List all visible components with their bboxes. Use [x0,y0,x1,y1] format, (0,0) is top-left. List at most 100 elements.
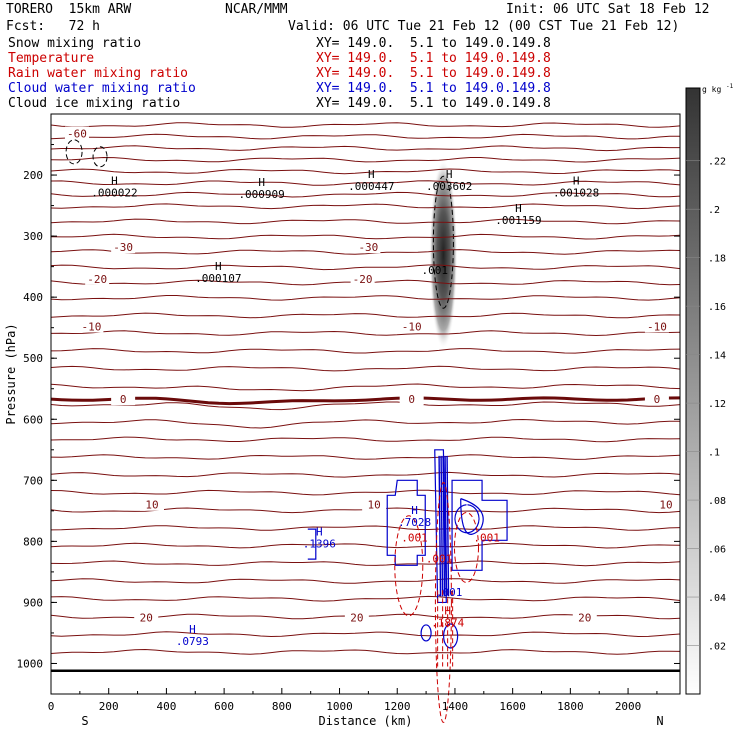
org-label: NCAR/MMM [225,2,288,17]
extremum-marker: H [316,525,323,538]
cloud-water-contour [451,479,508,571]
isotherm-label-bg [572,610,597,624]
extremum-value: .000447 [348,180,394,193]
colorbar-tick-label: .06 [708,545,726,556]
isotherm-line [50,330,681,337]
x-tick-label: 1400 [442,700,469,713]
field-xy: XY= 149.0. 5.1 to 149.0.149.8 [316,66,551,81]
isotherm-line [50,295,681,301]
field-xy: XY= 149.0. 5.1 to 149.0.149.8 [316,51,551,66]
isotherm-line [50,578,681,584]
forecast-hour: Fcst: 72 h [6,19,100,34]
isotherm-label-bg [139,497,164,511]
cloud-water-core [446,455,450,597]
plot-frame [50,113,681,695]
isotherm-line [50,156,681,163]
y-axis-label: Pressure (hPa) [4,323,18,424]
x-tick-label: 600 [214,700,234,713]
cloud-water-core [438,455,442,597]
isotherm-line [50,233,681,240]
cloud-water-contour [434,449,447,604]
y-tick-label: 1000 [17,657,44,670]
y-tick-label: 700 [23,474,43,487]
colorbar-tick-label: .1 [708,448,720,459]
colorbar-tick-label: .04 [708,593,726,604]
extremum-marker: H [368,168,375,181]
extremum-value: .001 [421,264,448,277]
rain-water-contour [453,511,479,583]
isotherm-label-bg [399,319,424,333]
isotherm-line [50,560,681,567]
isotherm-line [50,122,681,128]
isotherm-label: -10 [81,320,101,333]
isotherm-label: -20 [87,273,107,286]
extremum-marker: H [444,605,451,618]
isotherm-label-bg [64,126,89,140]
init-time: Init: 06 UTC Sat 18 Feb 12 [506,2,710,17]
isotherm-label-bg [644,319,669,333]
rain-water-contour [394,515,424,617]
x-tick-label: 2000 [615,700,642,713]
extremum-marker: H [111,174,118,187]
isotherm-line [50,218,681,225]
cloud-water-contour [420,624,432,642]
colorbar-tick-label: .08 [708,496,726,507]
extremum-marker: H [215,260,222,273]
isotherm-line [50,401,681,411]
isotherm-line [50,133,681,140]
isotherm-label: 20 [350,612,363,625]
extremum-marker: H [411,504,418,517]
isotherm-line [50,383,681,392]
extremum-value: .003602 [426,180,472,193]
isotherm-label: -30 [358,241,378,254]
colorbar-unit-exponent: -1 [726,83,734,90]
y-tick-label: 600 [23,413,43,426]
isotherm-label: -30 [113,241,133,254]
extremum-value: .1874 [431,617,464,630]
isotherm-line [50,489,681,496]
isotherm-label-bg [356,240,381,254]
isotherm-line [50,436,681,443]
y-tick-label: 200 [23,169,43,182]
x-tick-label: 1600 [499,700,526,713]
isotherm-label: -10 [647,320,667,333]
extremum-value: .001028 [553,186,599,199]
cloud-water-contour [386,479,426,566]
valid-time: Valid: 06 UTC Tue 21 Feb 12 (00 CST Tue … [288,19,680,34]
cloud-water-contour [443,623,459,649]
isotherm-label-bg [350,271,375,285]
y-tick-label: 300 [23,230,43,243]
isotherm-label: 0 [654,393,661,406]
isotherm-line [50,525,681,531]
isotherm-label: -20 [353,273,373,286]
extremum-value: .001 [436,586,463,599]
isotherm-label: -10 [402,320,422,333]
field-name: Temperature [8,51,95,66]
extremum-value: .001 [426,553,453,566]
isotherm-label-bg [344,610,369,624]
extremum-value: .001159 [495,214,541,227]
isotherm-line [50,203,681,210]
x-axis-label: Distance (km) [319,714,413,728]
extremum-value: .001 [473,531,500,544]
colorbar-tick-label: .16 [708,302,726,313]
x-tick-label: 800 [272,700,292,713]
x-tick-label: 400 [156,700,176,713]
y-tick-label: 500 [23,352,43,365]
extremum-value: .001 [401,531,428,544]
y-tick-label: 800 [23,535,43,548]
colorbar-tick-label: .2 [708,205,720,216]
model-title: TORERO 15km ARW [6,2,132,17]
y-tick-label: 400 [23,291,43,304]
south-label: S [81,714,88,728]
isotherm-label-bg [654,497,678,511]
north-label: N [656,714,663,728]
extremum-marker: H [189,623,196,636]
isotherm-line [50,180,681,186]
isotherm-line [50,191,681,198]
isotherm-line [50,365,681,372]
isotherm-line [50,264,681,271]
isotherm-label: 10 [145,499,158,512]
snow-contour [432,175,454,309]
